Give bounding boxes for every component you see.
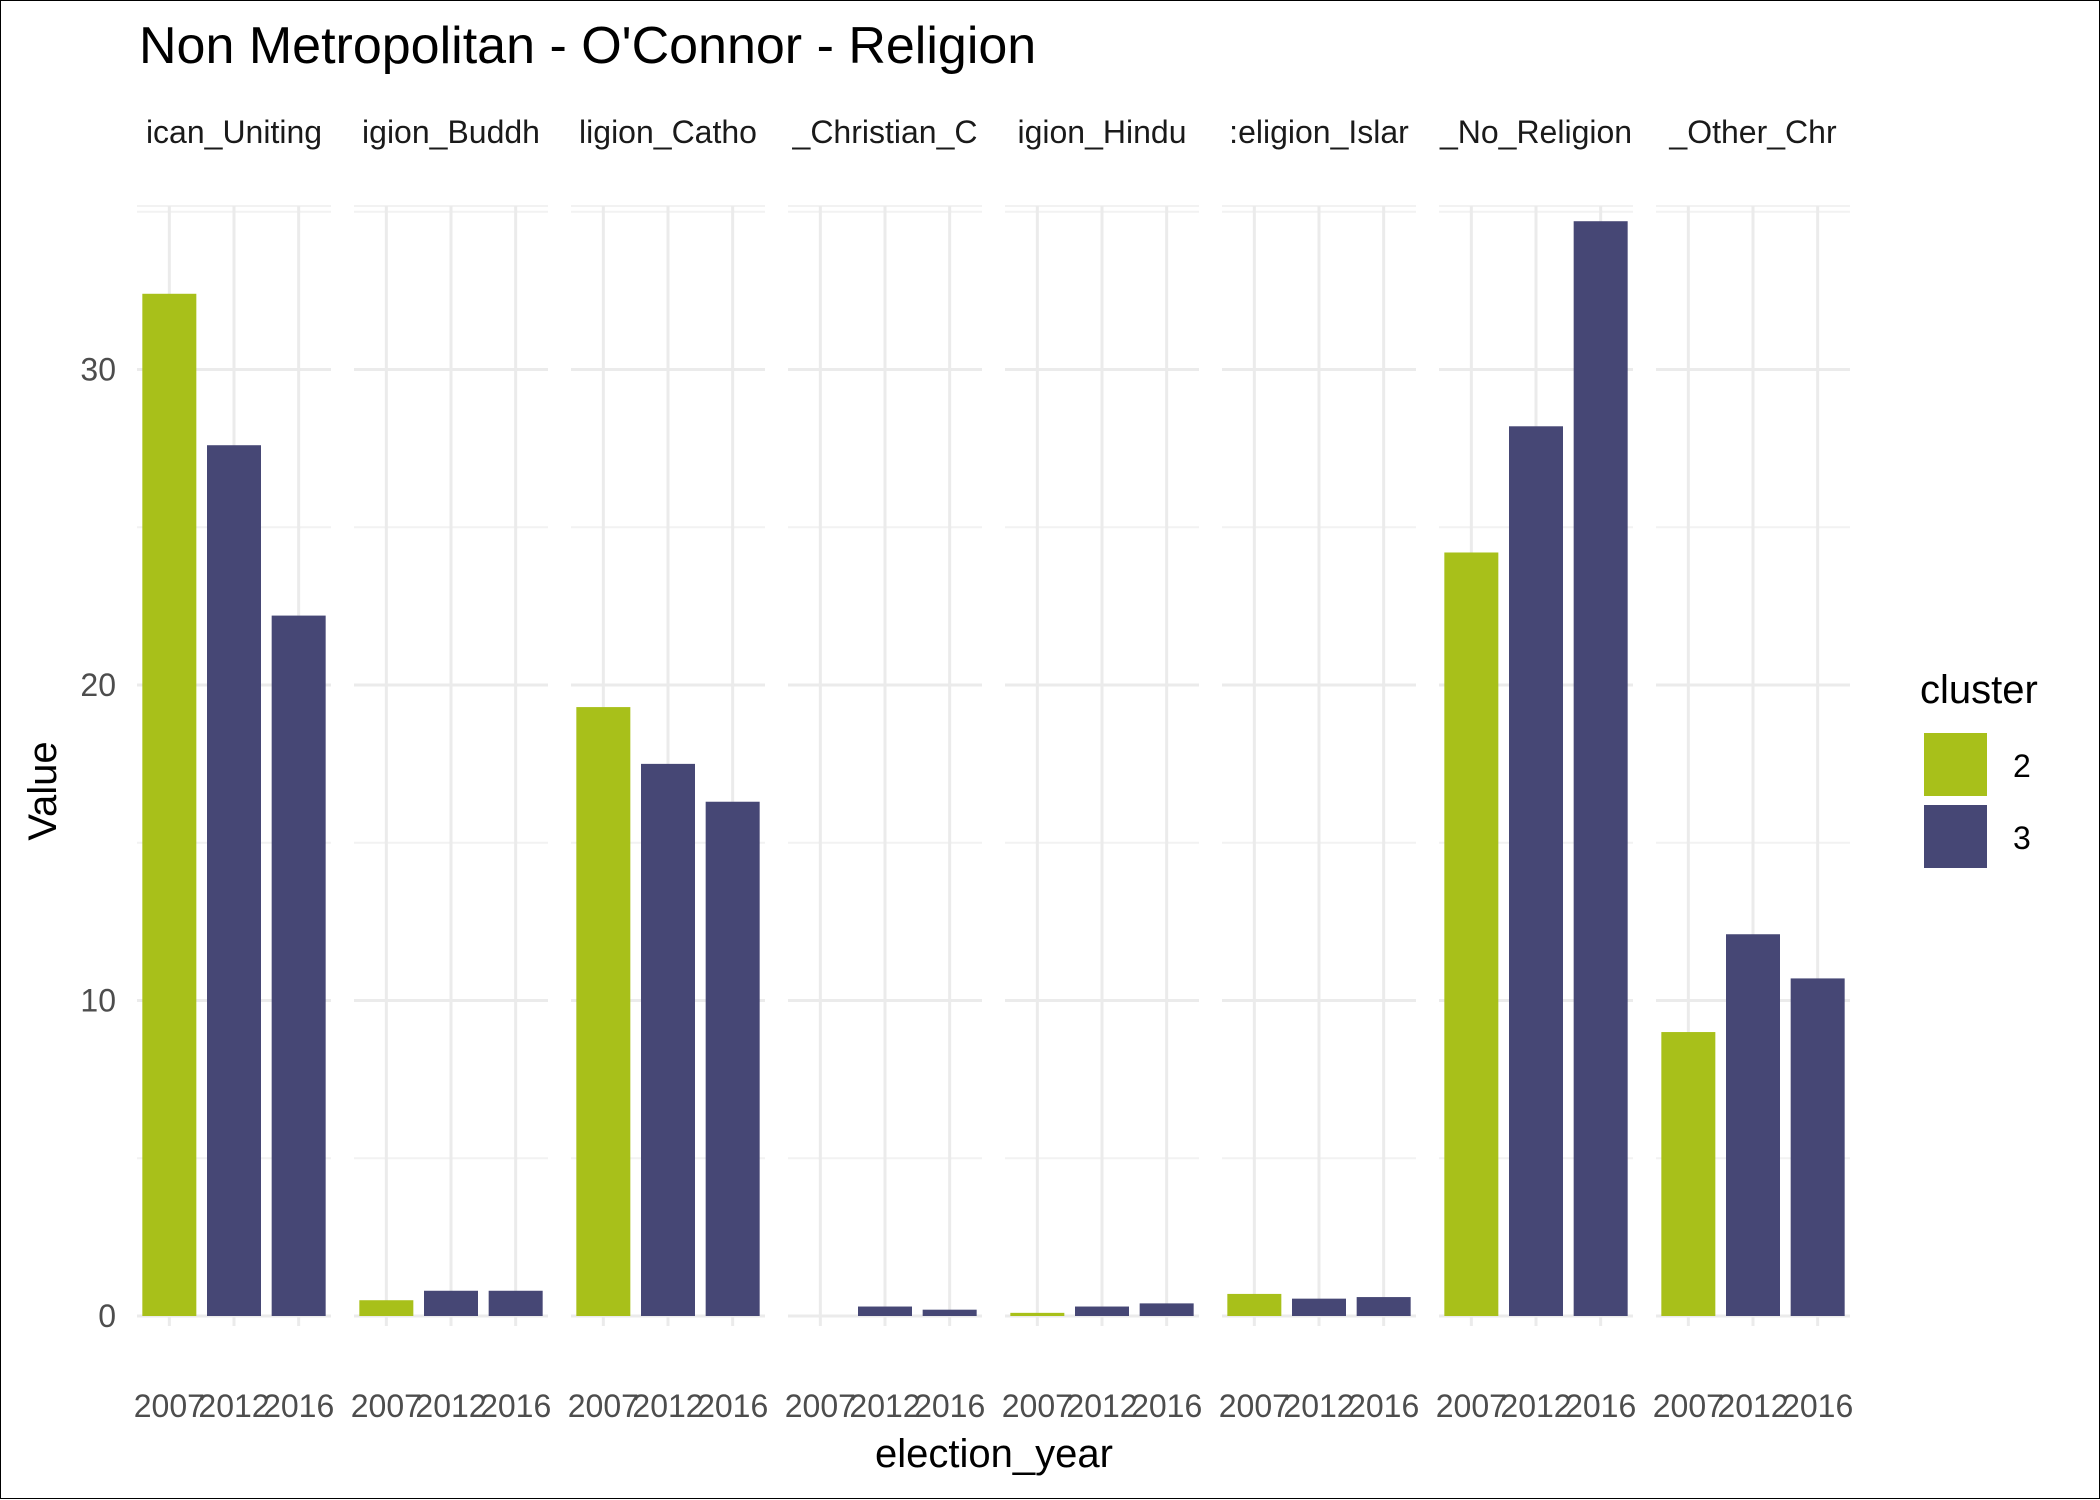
bar [1139,1303,1194,1316]
bar [705,801,760,1316]
x-tick-label: 2012 [198,1388,269,1424]
x-tick-label: 2016 [1131,1388,1202,1424]
bar [1444,552,1499,1316]
bar [858,1306,912,1316]
bar [207,445,261,1317]
y-tick-label: 10 [80,983,116,1019]
bar [488,1290,543,1316]
bar [1075,1306,1129,1316]
bar [1292,1298,1346,1316]
legend-label: 2 [2013,748,2031,784]
legend-swatch [1924,805,1987,868]
x-axis-title: election_year [875,1432,1113,1476]
x-tick-label: 2007 [1653,1388,1724,1424]
x-tick-label: 2016 [1348,1388,1419,1424]
bar [1356,1297,1411,1316]
facet-strip-label: igion_Buddh [362,114,540,150]
bar [1790,978,1845,1316]
bar [142,293,197,1316]
bar [576,707,631,1316]
facet-strip-label: _Christian_C [792,114,978,150]
facet-panels: ican_Uniting200720122016igion_Buddh20072… [134,114,1854,1424]
legend-title: cluster [1920,668,2038,712]
bar [1573,221,1628,1317]
y-tick-label: 0 [98,1298,116,1334]
x-tick-label: 2012 [849,1388,920,1424]
y-axis-ticks: 0 10 20 30 [80,352,116,1335]
x-tick-label: 2012 [1500,1388,1571,1424]
x-tick-label: 2007 [568,1388,639,1424]
legend: cluster 2 3 [1920,668,2038,870]
facet-strip-label: ligion_Catho [579,114,757,150]
x-tick-label: 2016 [914,1388,985,1424]
x-tick-label: 2007 [1002,1388,1073,1424]
facet-strip-label: _No_Religion [1439,114,1632,150]
bar [641,763,695,1316]
legend-label: 3 [2013,820,2031,856]
x-tick-label: 2007 [785,1388,856,1424]
chart-title: Non Metropolitan - O'Connor - Religion [139,17,1036,75]
bar [1661,1032,1716,1316]
facet-strip-label: _Other_Chr [1668,114,1837,150]
x-tick-label: 2016 [1565,1388,1636,1424]
facet-strip-label: ican_Uniting [146,114,322,150]
x-tick-label: 2012 [1717,1388,1788,1424]
x-tick-label: 2016 [480,1388,551,1424]
x-tick-label: 2007 [1219,1388,1290,1424]
x-tick-label: 2012 [632,1388,703,1424]
x-tick-label: 2016 [697,1388,768,1424]
x-tick-label: 2016 [263,1388,334,1424]
x-tick-label: 2007 [1436,1388,1507,1424]
x-tick-label: 2012 [1283,1388,1354,1424]
bar [359,1300,414,1316]
bar [1509,426,1563,1316]
y-tick-label: 20 [80,667,116,703]
bar [922,1309,977,1316]
legend-swatch [1924,733,1987,796]
facet-strip-label: :eligion_Islar [1229,114,1409,150]
x-tick-label: 2012 [1066,1388,1137,1424]
x-tick-label: 2007 [134,1388,205,1424]
x-tick-label: 2016 [1782,1388,1853,1424]
y-axis-title: Value [21,741,65,840]
bar [424,1290,478,1316]
y-tick-label: 30 [80,352,116,388]
bar [1010,1312,1065,1316]
bar [1726,934,1780,1316]
bar [271,615,326,1316]
facet-strip-label: igion_Hindu [1017,114,1186,150]
x-tick-label: 2012 [415,1388,486,1424]
x-tick-label: 2007 [351,1388,422,1424]
bar [1227,1293,1282,1316]
